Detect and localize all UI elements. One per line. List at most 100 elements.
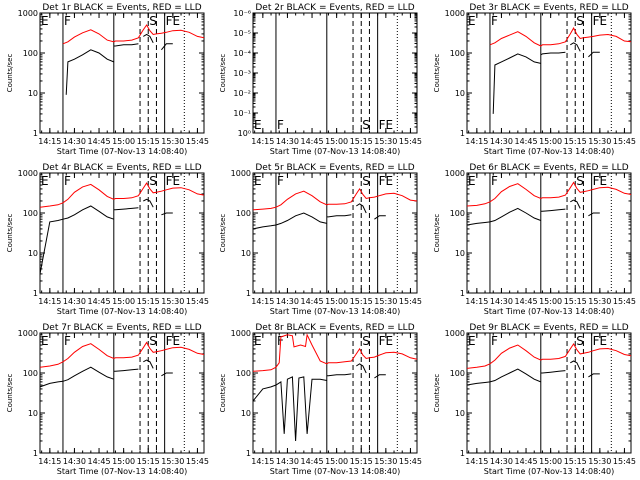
event-marker-label: F — [64, 14, 71, 28]
plot-frame — [252, 332, 418, 454]
event-marker-label: S — [149, 334, 157, 348]
x-tick-label: 14:30 — [63, 297, 86, 306]
chart-title: Det 3r BLACK = Events, RED = LLD — [469, 3, 628, 13]
x-tick-label: 15:45 — [613, 457, 636, 466]
y-tick-label: 1 — [246, 289, 251, 298]
event-marker-label: E — [254, 334, 262, 348]
x-axis-label: Start Time (07-Nov-13 14:08:40) — [57, 307, 187, 316]
x-axis-label: Start Time (07-Nov-13 14:08:40) — [57, 467, 187, 476]
events-series-line — [356, 203, 367, 214]
x-tick-label: 15:30 — [161, 297, 184, 306]
x-tick-label: 14:30 — [63, 457, 86, 466]
chart-title: Det 4r BLACK = Events, RED = LLD — [42, 163, 201, 173]
plot-frame — [252, 12, 418, 134]
events-series-line — [113, 43, 139, 47]
chart-panel-1: Det 1r BLACK = Events, RED = LLD 1 10 100 10… — [6, 3, 209, 156]
y-tick-label: 1 — [246, 449, 251, 458]
event-marker-label: F — [64, 334, 71, 348]
events-series-line — [252, 212, 327, 230]
x-tick-label: 14:15 — [38, 137, 61, 146]
events-series-line — [113, 207, 139, 211]
y-tick-label: 10 — [241, 249, 251, 258]
events-series-line — [570, 360, 581, 371]
x-tick-label: 15:30 — [374, 137, 397, 146]
y-tick-label: 10 — [28, 89, 38, 98]
events-series-line — [540, 51, 566, 56]
y-tick-label: 1000 — [231, 169, 251, 178]
y-tick-label: 10 — [241, 409, 251, 418]
x-tick-label: 15:15 — [137, 297, 160, 306]
event-marker-label: S — [149, 14, 157, 28]
x-tick-label: 14:15 — [251, 457, 274, 466]
y-axis-label: Counts/sec — [433, 214, 441, 253]
x-tick-label: 14:30 — [63, 137, 86, 146]
x-tick-label: 14:45 — [88, 137, 111, 146]
events-series-line — [374, 374, 386, 379]
y-axis-label: Counts/sec — [219, 374, 227, 413]
y-tick-label: 100 — [23, 49, 38, 58]
event-marker-label: F — [491, 174, 498, 188]
plot-frame — [39, 12, 205, 134]
x-tick-label: 14:45 — [301, 137, 324, 146]
x-tick-label: 14:15 — [465, 137, 488, 146]
y-tick-label: 100 — [23, 209, 38, 218]
x-tick-label: 14:15 — [465, 297, 488, 306]
y-tick-label: 100 — [450, 369, 465, 378]
x-tick-label: 15:15 — [137, 137, 160, 146]
x-tick-label: 14:15 — [465, 457, 488, 466]
event-marker-label: E — [254, 174, 262, 188]
y-tick-label: 1000 — [18, 9, 38, 18]
x-tick-label: 15:45 — [186, 457, 209, 466]
y-tick-label: 1 — [33, 289, 38, 298]
x-tick-label: 15:30 — [161, 457, 184, 466]
y-axis-label: Counts/sec — [219, 54, 227, 93]
y-tick-label: 100 — [23, 369, 38, 378]
y-axis-label: Counts/sec — [6, 54, 14, 93]
events-series-line — [39, 205, 114, 274]
chart-title: Det 2r BLACK = Events, RED = LLD — [255, 3, 414, 13]
event-marker-label: S — [576, 174, 584, 188]
x-tick-label: 15:30 — [588, 457, 611, 466]
event-marker-label: E — [254, 118, 262, 132]
x-tick-label: 14:30 — [276, 457, 299, 466]
chart-title: Det 9r BLACK = Events, RED = LLD — [469, 323, 628, 333]
event-marker-label: FE — [593, 174, 607, 188]
x-tick-label: 15:30 — [588, 137, 611, 146]
x-axis-label: Start Time (07-Nov-13 14:08:40) — [484, 467, 614, 476]
x-tick-label: 15:00 — [112, 297, 135, 306]
x-tick-label: 14:45 — [515, 137, 538, 146]
x-tick-label: 14:45 — [301, 457, 324, 466]
plot-frame — [252, 172, 418, 294]
chart-panel-4: Det 4r BLACK = Events, RED = LLD 1 10 100 10… — [6, 163, 209, 316]
y-tick-label: 100 — [236, 369, 251, 378]
event-marker-label: E — [41, 14, 49, 28]
chart-title: Det 7r BLACK = Events, RED = LLD — [42, 323, 201, 333]
y-tick-label: 1000 — [445, 169, 465, 178]
lld-series-line — [466, 181, 632, 207]
x-tick-label: 15:00 — [325, 137, 348, 146]
x-tick-label: 15:45 — [186, 297, 209, 306]
event-marker-label: F — [277, 118, 284, 132]
event-marker-label: E — [468, 334, 476, 348]
event-marker-label: FE — [593, 14, 607, 28]
y-tick-label: 1 — [33, 129, 38, 138]
x-tick-label: 15:45 — [613, 297, 636, 306]
x-tick-label: 15:15 — [137, 457, 160, 466]
event-marker-label: FE — [166, 14, 180, 28]
lld-series-line — [466, 343, 632, 369]
y-tick-label: 100 — [450, 209, 465, 218]
x-tick-label: 14:45 — [515, 457, 538, 466]
lld-series-line — [62, 24, 205, 45]
x-tick-label: 15:30 — [374, 457, 397, 466]
y-tick-label: 100 — [236, 209, 251, 218]
events-series-line — [588, 51, 600, 58]
event-marker-label: FE — [379, 118, 393, 132]
y-tick-label: 10 — [455, 89, 465, 98]
event-marker-label: S — [576, 334, 584, 348]
event-marker-label: E — [468, 14, 476, 28]
y-tick-label: 10⁻² — [233, 89, 251, 98]
plot-frame — [466, 172, 632, 294]
lld-series-line — [39, 182, 205, 208]
events-series-line — [326, 214, 352, 218]
x-tick-label: 14:30 — [490, 297, 513, 306]
